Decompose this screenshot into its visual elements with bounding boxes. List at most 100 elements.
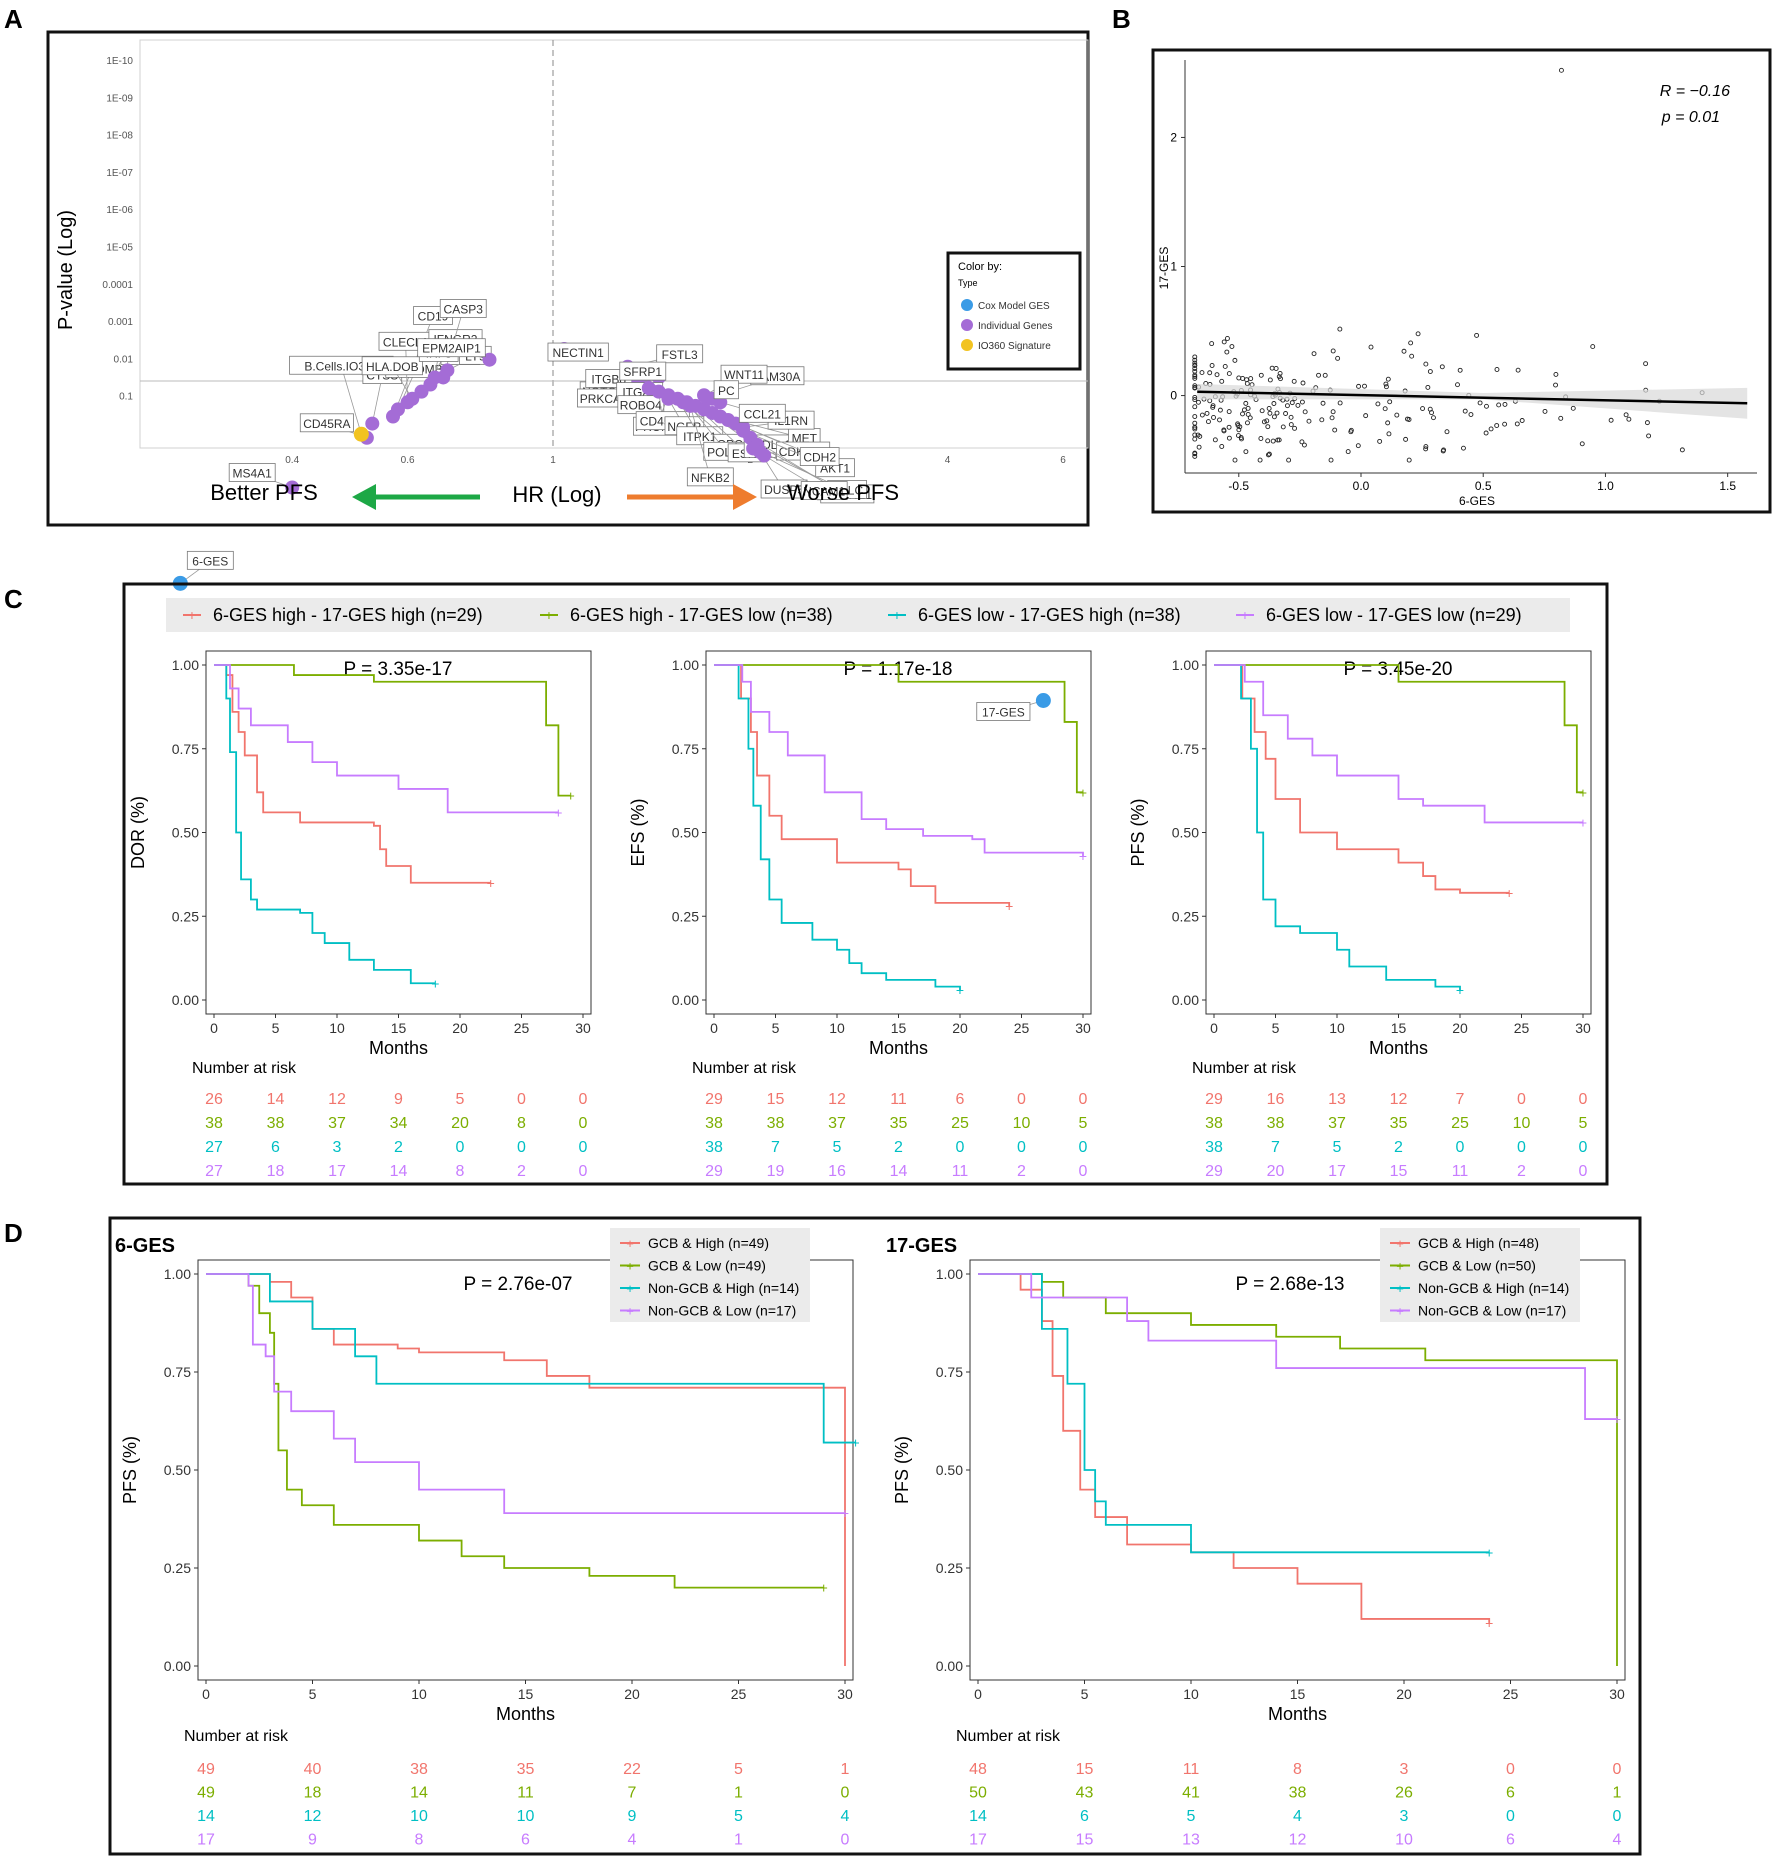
panel-a-point-epm2aip1 xyxy=(482,352,497,367)
km-censor-mark: + xyxy=(956,982,964,998)
km-risk-value: 2 xyxy=(894,1139,903,1156)
panel-a-label-box xyxy=(800,481,848,500)
panel-a-point-hla-dmb xyxy=(390,402,405,417)
km-curve-purple xyxy=(206,1273,845,1515)
panel-b-point xyxy=(1288,422,1294,428)
panel-d-legend-label: Non-GCB & Low (n=17) xyxy=(1418,1303,1566,1319)
panel-a-point-label: B.Cells.IO360 xyxy=(304,359,378,373)
km-curve-cyan xyxy=(978,1273,1490,1554)
panel-d-legend-plus: + xyxy=(626,1304,634,1319)
km-risk-value: 9 xyxy=(394,1091,403,1108)
panel-b-point xyxy=(1579,441,1585,447)
km-risk-value: 5 xyxy=(833,1139,842,1156)
km-x-tick-label: 20 xyxy=(1452,1020,1468,1036)
km-risk-value: 7 xyxy=(1456,1091,1465,1108)
km-risk-value: 0 xyxy=(1579,1163,1588,1180)
km-curve-red xyxy=(1214,664,1510,894)
panel-b-point xyxy=(1226,435,1232,441)
km-y-tick-label: 0.50 xyxy=(172,825,199,841)
panel-a-y-tick-label: 1E-06 xyxy=(106,205,133,216)
km-x-tick-label: 30 xyxy=(575,1020,591,1036)
km-y-tick-label: 0.50 xyxy=(672,825,699,841)
km-x-tick-label: 25 xyxy=(1014,1020,1030,1036)
km-risk-value: 9 xyxy=(308,1832,317,1849)
panel-b-point xyxy=(1284,403,1290,409)
panel-b-point xyxy=(1209,341,1215,347)
km-y-tick-label: 1.00 xyxy=(1172,657,1199,673)
km-risk-value: 10 xyxy=(1395,1832,1413,1849)
km-y-tick-label: 0.75 xyxy=(936,1364,963,1380)
panel-b-point xyxy=(1306,418,1312,424)
panel-d-legend-plus: + xyxy=(626,1259,634,1274)
panel-b-point xyxy=(1553,371,1559,377)
panel-c-border xyxy=(122,582,1609,1186)
panel-a-x-tick-label: 1 xyxy=(550,455,556,466)
panel-a-point-il1rn xyxy=(736,420,751,435)
panel-a-plot-area xyxy=(139,39,1089,449)
panel-d-legend-label: Non-GCB & High (n=14) xyxy=(648,1280,799,1296)
panel-b-point xyxy=(1192,453,1198,459)
km-risk-value: 6 xyxy=(271,1139,280,1156)
panel-b-point xyxy=(1210,404,1216,410)
panel-b-point xyxy=(1420,406,1426,412)
km-risk-value: 5 xyxy=(734,1808,743,1825)
km-risk-value: 16 xyxy=(828,1163,846,1180)
panel-b-ticks: -0.5 0.0 0.5 1.0 1.5 0 1 2 xyxy=(1170,130,1736,493)
panel-a-point-ncam1 xyxy=(757,448,772,463)
panel-d-legend-plus: + xyxy=(1396,1236,1404,1251)
panel-b-point xyxy=(1608,417,1614,423)
km-risk-value: 12 xyxy=(304,1808,322,1825)
panel-b-point xyxy=(1300,380,1306,386)
km-risk-value: 8 xyxy=(1293,1761,1302,1778)
panel-b-point xyxy=(1462,408,1468,414)
panel-b-point xyxy=(1240,411,1245,417)
panel-b-point xyxy=(1335,355,1341,361)
panel-b-point xyxy=(1276,374,1282,380)
panel-b-point xyxy=(1623,412,1629,418)
panel-a-label-box xyxy=(738,403,786,423)
panel-a-point-label: PC xyxy=(718,384,735,398)
panel-label-b: B xyxy=(1112,4,1131,34)
panel-b-point xyxy=(1444,429,1450,435)
km-risk-value: 11 xyxy=(890,1091,907,1108)
km-x-tick-label: 20 xyxy=(952,1020,968,1036)
km-x-tick-label: 25 xyxy=(731,1686,747,1702)
panel-a-y-tick-label: 1E-09 xyxy=(106,93,133,104)
km-y-tick-label: 1.00 xyxy=(164,1266,191,1282)
km-y-tick-label: 0.25 xyxy=(172,908,199,924)
km-risk-value: 2 xyxy=(1517,1163,1526,1180)
panel-b-point xyxy=(1558,67,1564,73)
km-risk-value: 7 xyxy=(771,1139,780,1156)
km-risk-value: 15 xyxy=(767,1091,785,1108)
panel-b-point xyxy=(1271,401,1277,406)
panel-c-legend-plus: + xyxy=(893,607,901,623)
km-pvalue: P = 2.76e-07 xyxy=(464,1274,573,1295)
panel-b-x-tick-label: 0.5 xyxy=(1475,479,1492,493)
km-x-tick-label: 30 xyxy=(1575,1020,1591,1036)
km-x-tick-label: 5 xyxy=(772,1020,780,1036)
km-risk-title: Number at risk xyxy=(1192,1060,1297,1077)
km-x-tick-label: 30 xyxy=(1609,1686,1625,1702)
panel-a-label-box xyxy=(186,550,234,570)
km-risk-value: 2 xyxy=(1394,1139,1403,1156)
km-y-tick-label: 1.00 xyxy=(672,657,699,673)
km-risk-value: 38 xyxy=(705,1139,723,1156)
km-risk-value: 18 xyxy=(267,1163,285,1180)
km-censor-mark: + xyxy=(820,1580,828,1596)
panel-b-point xyxy=(1259,408,1265,414)
panel-d-legend-label: GCB & Low (n=49) xyxy=(648,1258,766,1274)
panel-b-point xyxy=(1283,411,1289,416)
km-risk-value: 11 xyxy=(952,1163,969,1180)
km-x-tick-label: 5 xyxy=(309,1686,317,1702)
km-risk-value: 35 xyxy=(1390,1115,1408,1132)
panel-b-point xyxy=(1488,426,1494,432)
panel-a-y-tick-label: 0.001 xyxy=(108,317,133,328)
km-curve-cyan xyxy=(1214,664,1461,990)
panel-c-legend-bg xyxy=(166,598,1570,632)
panel-b-point xyxy=(1375,401,1381,407)
panel-b-point xyxy=(1362,383,1367,389)
panel-d-legend-plus: + xyxy=(626,1281,634,1296)
km-risk-value: 25 xyxy=(951,1115,969,1132)
panel-a-left-caption: Better PFS xyxy=(210,480,318,505)
panel-b-point xyxy=(1474,332,1480,338)
